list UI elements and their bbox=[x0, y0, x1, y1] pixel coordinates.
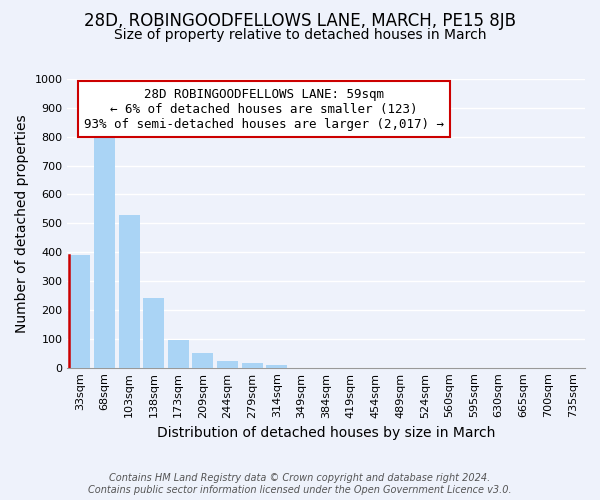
Bar bbox=[143, 298, 164, 368]
Text: Size of property relative to detached houses in March: Size of property relative to detached ho… bbox=[114, 28, 486, 42]
Bar bbox=[69, 255, 90, 368]
Text: Contains HM Land Registry data © Crown copyright and database right 2024.
Contai: Contains HM Land Registry data © Crown c… bbox=[88, 474, 512, 495]
Bar bbox=[193, 352, 214, 368]
Text: 28D ROBINGOODFELLOWS LANE: 59sqm
← 6% of detached houses are smaller (123)
93% o: 28D ROBINGOODFELLOWS LANE: 59sqm ← 6% of… bbox=[84, 88, 444, 130]
Text: 28D, ROBINGOODFELLOWS LANE, MARCH, PE15 8JB: 28D, ROBINGOODFELLOWS LANE, MARCH, PE15 … bbox=[84, 12, 516, 30]
Bar bbox=[217, 362, 238, 368]
Bar bbox=[119, 214, 140, 368]
Bar bbox=[94, 128, 115, 368]
Bar bbox=[242, 364, 263, 368]
Y-axis label: Number of detached properties: Number of detached properties bbox=[15, 114, 29, 332]
Bar bbox=[168, 340, 189, 367]
Bar bbox=[266, 366, 287, 368]
X-axis label: Distribution of detached houses by size in March: Distribution of detached houses by size … bbox=[157, 426, 496, 440]
